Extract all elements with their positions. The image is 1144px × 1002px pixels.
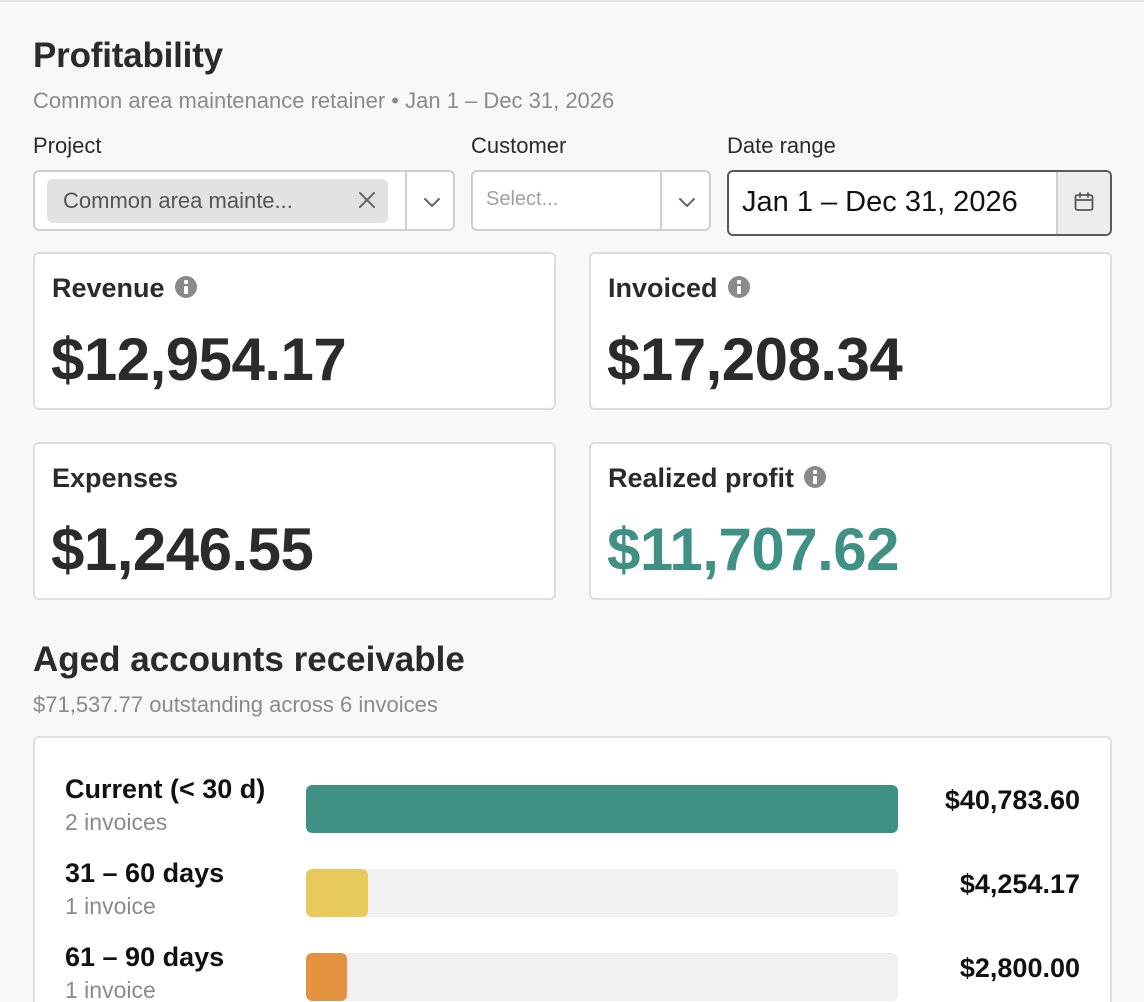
project-filter-label: Project [33, 133, 102, 158]
ar-bucket-count: 1 invoice [65, 893, 156, 919]
ar-bucket-name: 31 – 60 days [65, 858, 225, 888]
page-title: Profitability [33, 36, 223, 75]
info-icon[interactable] [174, 276, 197, 299]
expenses-value: $1,246.55 [51, 516, 314, 583]
page-subtitle: Common area maintenance retainer • Jan 1… [33, 88, 615, 113]
customer-select[interactable]: Select... [471, 170, 711, 231]
ar-bucket-count: 1 invoice [65, 977, 156, 1002]
calendar-icon [1074, 192, 1094, 211]
date-range-value: Jan 1 – Dec 31, 2026 [742, 186, 1018, 218]
project-select[interactable]: Common area mainte... [33, 170, 455, 231]
date-range-label: Date range [727, 133, 836, 158]
ar-bucket-row: 31 – 60 days 1 invoice $4,254.17 [35, 858, 1110, 938]
ar-bucket-track [306, 953, 898, 1001]
realized-profit-value: $11,707.62 [607, 516, 899, 583]
customer-filter-label: Customer [471, 133, 567, 158]
chevron-down-icon[interactable] [420, 190, 444, 214]
revenue-value: $12,954.17 [51, 326, 347, 393]
invoiced-card: Invoiced $17,208.34 [589, 252, 1112, 410]
ar-bucket-track [306, 785, 898, 833]
project-chip-label: Common area mainte... [63, 188, 293, 213]
invoiced-value: $17,208.34 [607, 326, 903, 393]
select-divider [660, 172, 662, 229]
aged-ar-panel: Current (< 30 d) 2 invoices $40,783.60 3… [33, 736, 1112, 1002]
ar-bucket-name: 61 – 90 days [65, 942, 225, 972]
ar-bucket-row: Current (< 30 d) 2 invoices $40,783.60 [35, 774, 1110, 854]
ar-bucket-amount: $40,783.60 [944, 785, 1080, 815]
ar-bucket-amount: $4,254.17 [959, 869, 1080, 899]
invoiced-label: Invoiced [608, 273, 750, 304]
close-icon[interactable] [352, 185, 382, 215]
ar-bucket-track [306, 869, 898, 917]
project-chip: Common area mainte... [47, 179, 388, 223]
realized-profit-card: Realized profit $11,707.62 [589, 442, 1112, 600]
expenses-card: Expenses $1,246.55 [33, 442, 556, 600]
ar-bucket-row: 61 – 90 days 1 invoice $2,800.00 [35, 942, 1110, 1002]
select-divider [405, 172, 407, 229]
revenue-card: Revenue $12,954.17 [33, 252, 556, 410]
aged-ar-title: Aged accounts receivable [33, 640, 465, 679]
date-range-input[interactable]: Jan 1 – Dec 31, 2026 [727, 170, 1112, 236]
info-icon[interactable] [727, 276, 750, 299]
calendar-button[interactable] [1056, 172, 1110, 234]
info-icon[interactable] [804, 466, 827, 489]
customer-select-placeholder: Select... [486, 188, 559, 210]
ar-bucket-count: 2 invoices [65, 809, 168, 835]
expenses-label: Expenses [52, 463, 179, 493]
ar-bucket-name: Current (< 30 d) [65, 774, 266, 804]
aged-ar-summary: $71,537.77 outstanding across 6 invoices [33, 692, 438, 717]
revenue-label: Revenue [52, 273, 197, 304]
ar-bucket-bar [306, 869, 368, 917]
realized-profit-label: Realized profit [608, 463, 827, 494]
ar-bucket-amount: $2,800.00 [959, 953, 1080, 983]
ar-bucket-bar [306, 785, 898, 833]
ar-bucket-bar [306, 953, 347, 1001]
chevron-down-icon[interactable] [675, 190, 699, 214]
